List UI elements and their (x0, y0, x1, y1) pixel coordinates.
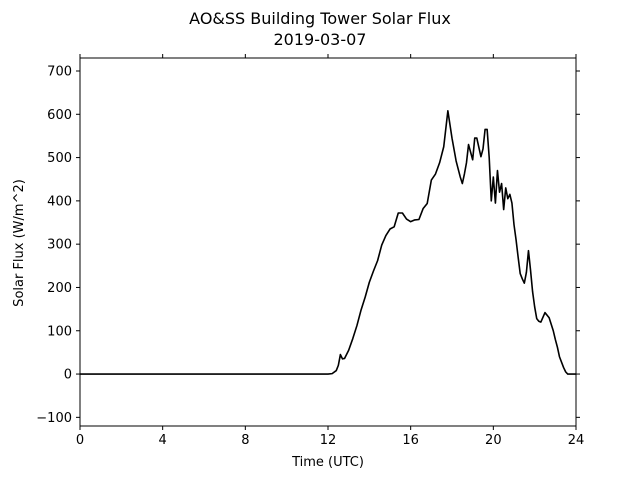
plot-area: 0 4 8 12 16 20 24 −100 0 100 200 300 400 500 600 700 (36, 54, 584, 448)
y-tick-label-1: 0 (64, 368, 72, 383)
x-tick-label-0: 0 (76, 433, 84, 448)
y-tick-label-3: 200 (47, 281, 72, 296)
x-tick-label-6: 24 (568, 433, 585, 448)
x-tick-label-5: 20 (485, 433, 502, 448)
x-axis-label: Time (UTC) (291, 455, 364, 470)
chart-subtitle: 2019-03-07 (274, 30, 367, 49)
chart-title: AO&SS Building Tower Solar Flux (189, 9, 451, 28)
y-axis-label: Solar Flux (W/m^2) (12, 179, 27, 307)
y-tick-label-6: 500 (47, 151, 72, 166)
y-tick-label-5: 400 (47, 194, 72, 209)
y-tick-label-0: −100 (36, 411, 72, 426)
x-tick-label-1: 4 (159, 433, 167, 448)
y-tick-label-2: 100 (47, 324, 72, 339)
x-tick-label-3: 12 (320, 433, 337, 448)
x-tick-label-4: 16 (402, 433, 419, 448)
y-tick-label-7: 600 (47, 108, 72, 123)
y-tick-label-4: 300 (47, 238, 72, 253)
y-tick-label-8: 700 (47, 64, 72, 79)
x-tick-label-2: 8 (241, 433, 249, 448)
plot-frame (79, 57, 577, 427)
series-line-0 (79, 110, 577, 375)
